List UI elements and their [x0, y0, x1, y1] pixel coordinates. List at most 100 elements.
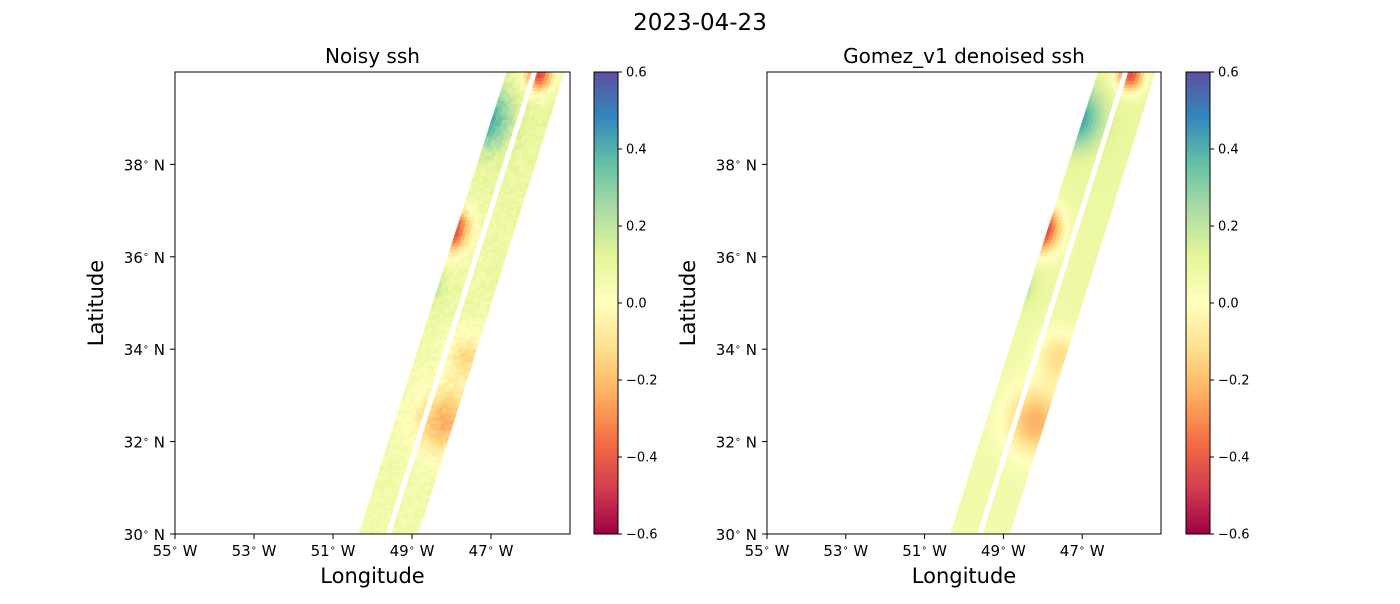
ssh-cell: [1065, 339, 1072, 344]
ssh-cell: [561, 68, 566, 72]
ssh-cell: [429, 481, 435, 486]
ssh-cell: [515, 210, 521, 214]
ssh-cell: [506, 239, 512, 243]
x-tick-label: 49∘ W: [390, 542, 435, 560]
ssh-cell: [442, 439, 449, 444]
ssh-cell: [550, 100, 556, 104]
ssh-cell: [1006, 526, 1012, 531]
ssh-cell: [466, 365, 472, 370]
ssh-cell: [1126, 148, 1132, 153]
ssh-cell: [462, 378, 468, 383]
axes-frame: [174, 71, 571, 535]
ssh-cell: [1078, 300, 1084, 305]
ssh-cell: [431, 475, 437, 480]
ssh-cell: [516, 72, 522, 75]
ssh-cell: [558, 74, 564, 79]
ssh-cell: [513, 216, 519, 221]
ssh-cell: [1039, 423, 1045, 428]
ssh-cell: [518, 200, 524, 205]
x-tick-label: 53∘ W: [823, 542, 868, 560]
ssh-cell: [450, 416, 456, 421]
ssh-cell: [479, 323, 486, 328]
ssh-cell: [527, 171, 534, 176]
ssh-cell: [1040, 420, 1046, 425]
ssh-cell: [522, 187, 529, 192]
x-tick-label: 47∘ W: [1060, 542, 1105, 560]
ssh-cell: [467, 361, 473, 366]
colorbar-tick-label: −0.6: [626, 528, 658, 543]
ssh-cell: [1112, 190, 1119, 195]
ssh-cell: [1021, 478, 1028, 483]
ssh-cell: [1143, 93, 1149, 98]
ssh-cell: [1105, 68, 1110, 72]
colorbar-tick-label: 0.4: [626, 143, 647, 158]
ssh-cell: [1062, 349, 1069, 353]
ssh-cell: [482, 313, 489, 318]
colorbar-tick-label: 0.2: [626, 220, 647, 235]
colorbar-tick-label: −0.2: [626, 374, 658, 389]
y-tick-label: 34∘ N: [124, 341, 165, 359]
ssh-cell: [1134, 68, 1139, 72]
ssh-cell: [537, 142, 543, 146]
ssh-cell: [1027, 462, 1033, 467]
ssh-cell: [457, 394, 463, 399]
ssh-cell: [494, 277, 500, 282]
ssh-cell: [476, 332, 482, 337]
ssh-cell: [536, 68, 541, 72]
ssh-cell: [1105, 213, 1111, 218]
ssh-cell: [559, 72, 565, 75]
ssh-cell: [498, 264, 504, 269]
ssh-cell: [1088, 268, 1094, 273]
ssh-cell: [463, 374, 469, 379]
ssh-cell: [1135, 119, 1141, 124]
ssh-cell: [557, 77, 563, 82]
ssh-cell: [1011, 510, 1018, 515]
ssh-cell: [477, 329, 483, 334]
ssh-cell: [520, 193, 526, 198]
ssh-cell: [1129, 72, 1135, 75]
ssh-cell: [550, 68, 555, 72]
colorbar-tick-label: −0.4: [626, 451, 658, 466]
ssh-cell: [1082, 287, 1088, 292]
ssh-cell: [439, 449, 446, 454]
ssh-cell: [1005, 530, 1011, 534]
ssh-cell: [1090, 261, 1096, 266]
ssh-cell: [464, 371, 470, 376]
ssh-cell: [470, 352, 476, 357]
ssh-cell: [1129, 138, 1135, 143]
ssh-cell: [1015, 497, 1022, 502]
ssh-cell: [1076, 307, 1082, 311]
ssh-cell: [1134, 122, 1140, 127]
ssh-cell: [512, 219, 518, 224]
ssh-cell: [1140, 103, 1146, 108]
y-tick-label: 36∘ N: [716, 249, 757, 267]
ssh-cell: [1116, 68, 1121, 72]
colorbar-tick-label: 0.6: [626, 66, 647, 81]
ssh-cell: [1010, 513, 1017, 518]
ssh-cell: [1146, 83, 1152, 88]
ssh-cell: [1068, 329, 1075, 334]
ssh-cell: [541, 129, 547, 133]
ssh-cell: [441, 442, 448, 447]
ssh-cell: [434, 465, 441, 470]
ssh-cell: [493, 281, 499, 285]
ssh-cell: [521, 68, 526, 72]
ssh-cell: [1096, 242, 1102, 247]
ssh-cell: [1109, 68, 1114, 72]
ssh-cell: [529, 164, 536, 169]
ssh-cell: [1036, 433, 1042, 437]
ssh-cell: [1018, 488, 1025, 492]
ssh-cell: [1058, 361, 1065, 366]
ssh-cell: [445, 429, 452, 434]
ssh-cell: [1125, 151, 1131, 156]
ssh-cell: [1102, 68, 1107, 72]
ssh-cell: [1041, 416, 1047, 421]
ssh-cell: [1067, 332, 1074, 337]
ssh-cell: [419, 513, 425, 518]
ssh-cell: [1148, 77, 1154, 82]
ssh-cell: [497, 268, 503, 273]
ssh-cell: [1072, 319, 1078, 324]
ssh-cell: [1048, 394, 1054, 399]
